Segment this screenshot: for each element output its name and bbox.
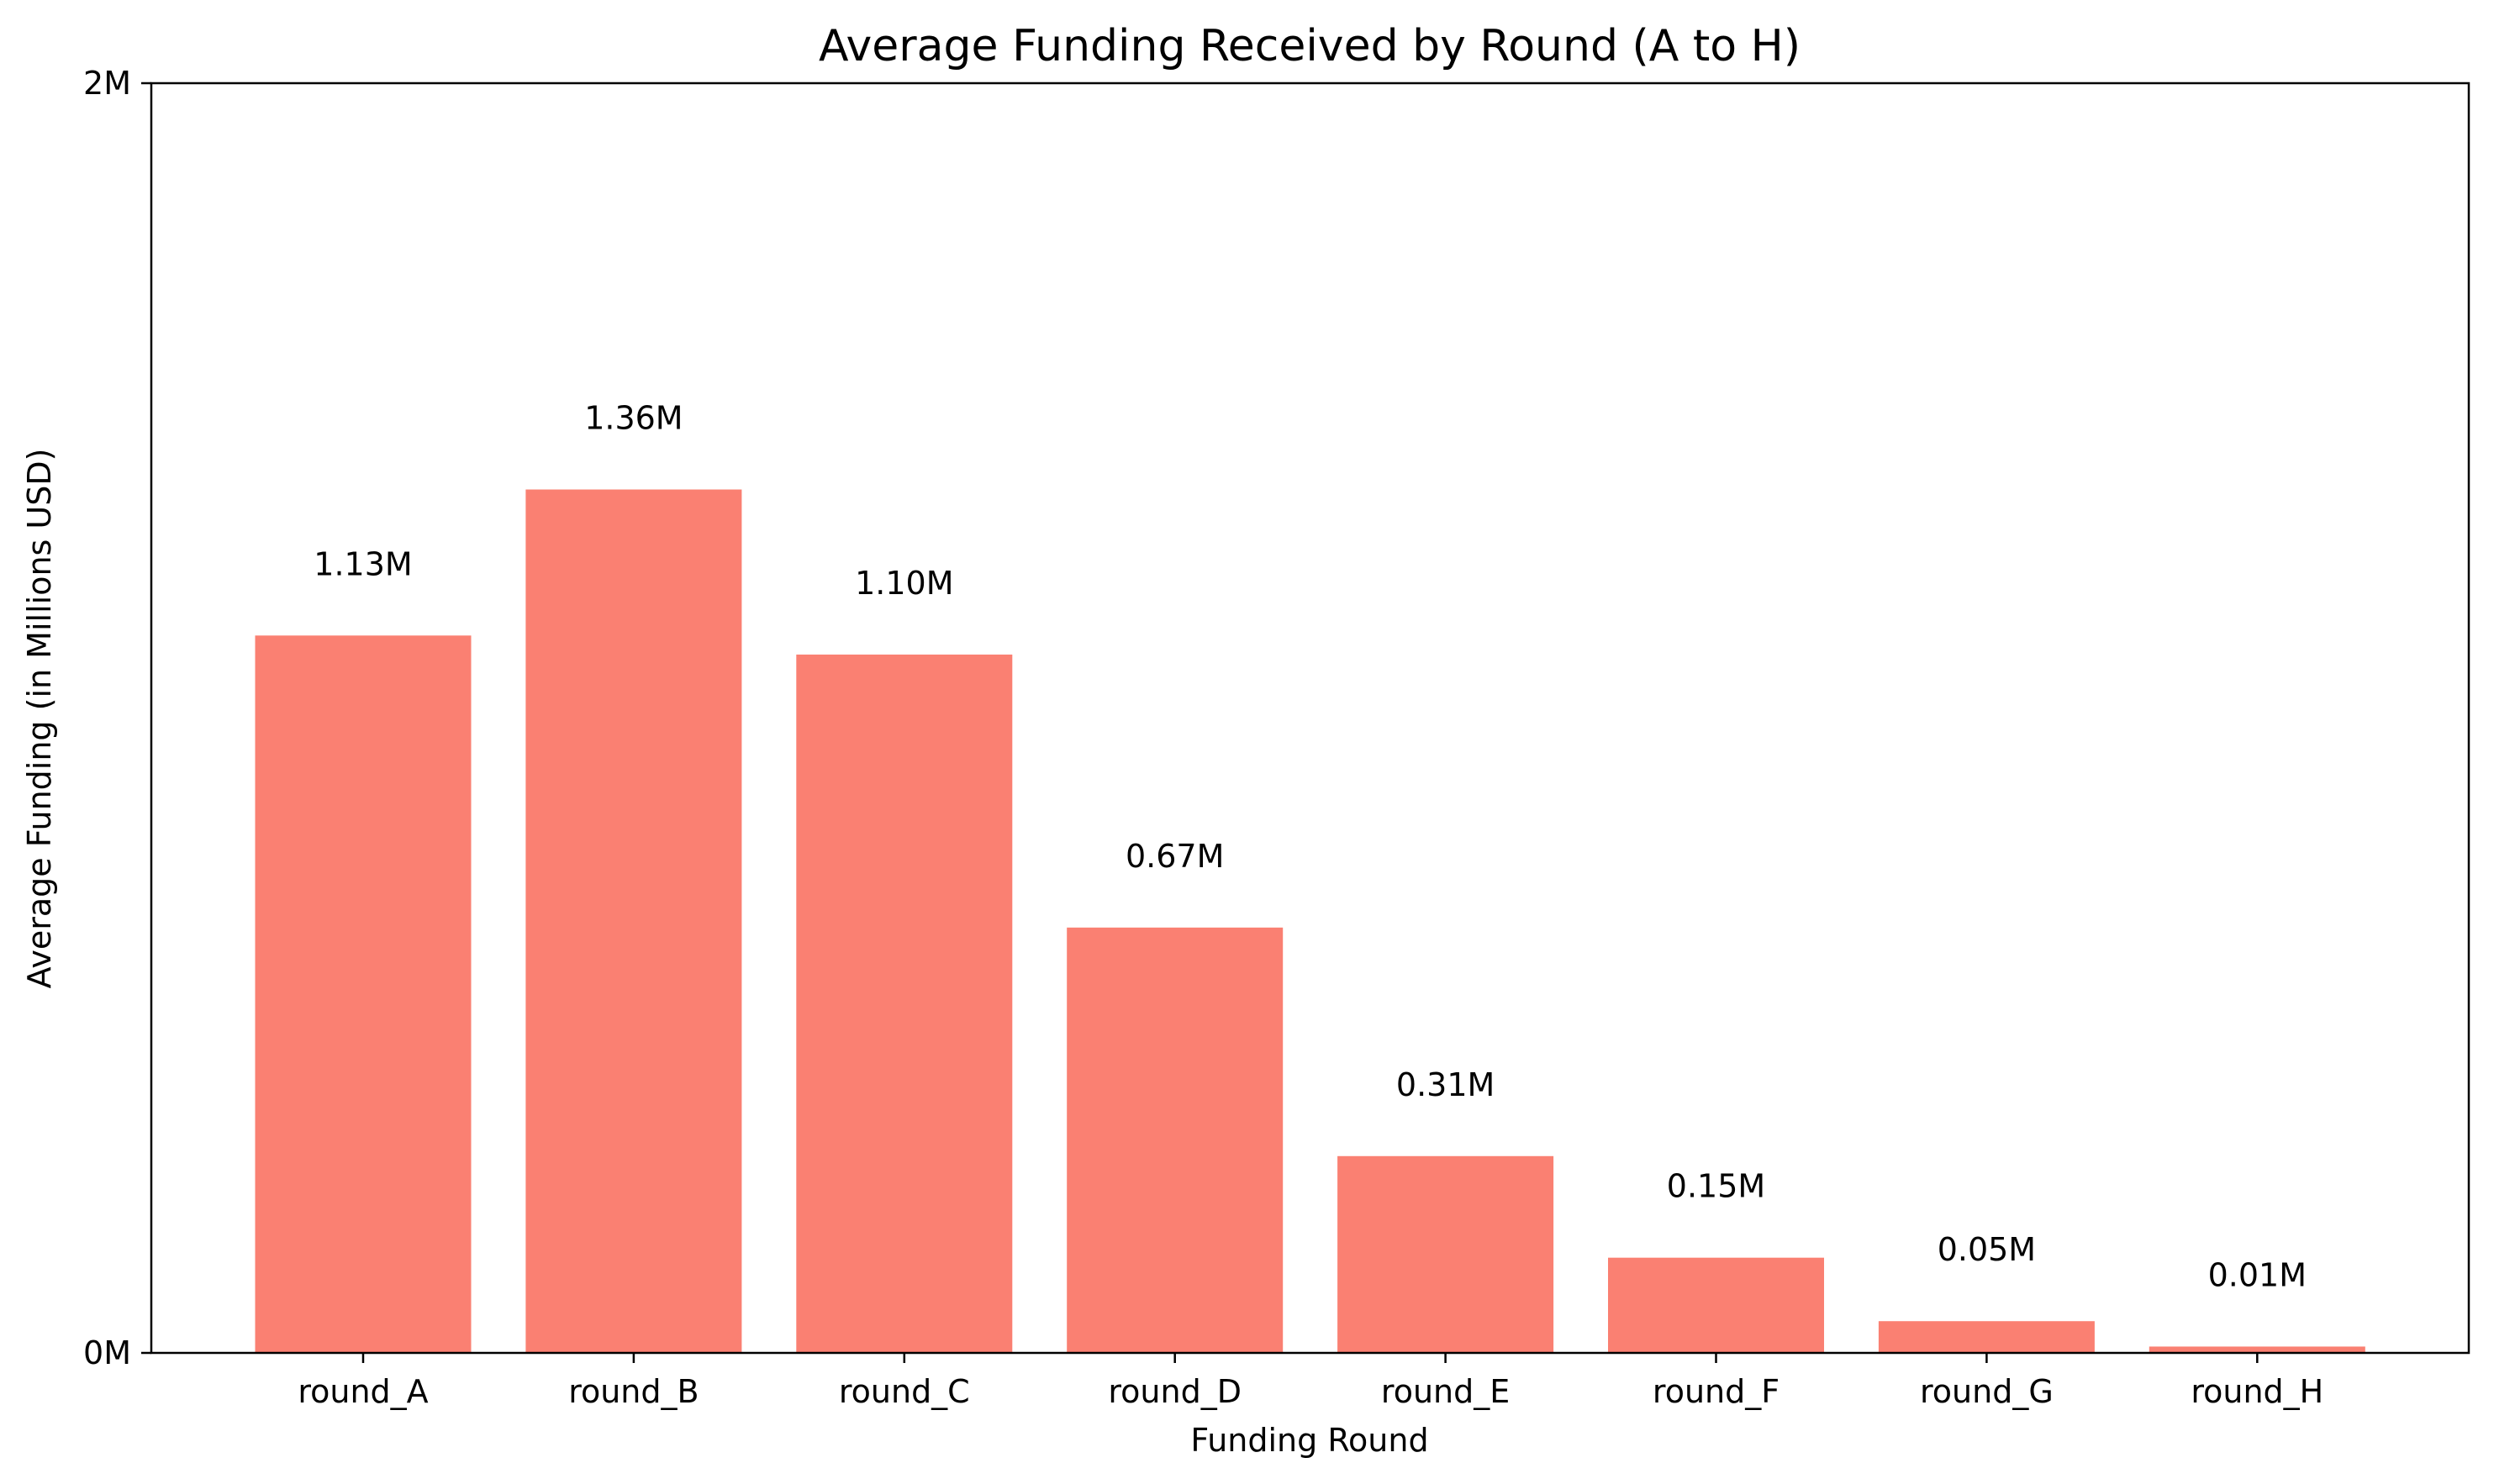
- data-label-round_E: 0.31M: [1396, 1066, 1495, 1103]
- x-axis-label: Funding Round: [1190, 1422, 1428, 1459]
- data-label-round_C: 1.10M: [855, 565, 953, 602]
- data-label-round_B: 1.36M: [584, 400, 683, 437]
- data-labels: 1.13M 1.36M 1.10M 0.67M 0.31M 0.15M 0.05M 0.01M: [314, 400, 2307, 1294]
- data-label-round_G: 0.05M: [1938, 1231, 2036, 1268]
- x-tick-label-round_B: round_B: [568, 1373, 699, 1410]
- bar-round_A: [255, 635, 472, 1353]
- chart-title: Average Funding Received by Round (A to …: [819, 21, 1801, 71]
- x-tick-label-round_F: round_F: [1653, 1373, 1780, 1410]
- x-tick-label-round_D: round_D: [1108, 1373, 1242, 1410]
- bar-round_H: [2149, 1346, 2365, 1353]
- bar-round_C: [796, 654, 1013, 1353]
- data-label-round_F: 0.15M: [1667, 1168, 1765, 1205]
- bar-round_D: [1067, 927, 1284, 1353]
- data-label-round_H: 0.01M: [2208, 1256, 2307, 1293]
- y-tick-label: 0M: [83, 1334, 131, 1371]
- y-axis-ticks: 0M 2M: [83, 65, 151, 1371]
- x-tick-label-round_H: round_H: [2191, 1373, 2323, 1410]
- data-label-round_D: 0.67M: [1126, 838, 1224, 875]
- bars: [255, 489, 2365, 1353]
- x-tick-label-round_C: round_C: [839, 1373, 970, 1410]
- data-label-round_A: 1.13M: [314, 545, 412, 582]
- y-axis-label: Average Funding (in Millions USD): [21, 449, 58, 989]
- x-tick-label-round_E: round_E: [1381, 1373, 1510, 1410]
- bar-round_F: [1608, 1257, 1824, 1353]
- bar-round_G: [1878, 1321, 2095, 1353]
- plot-frame: [150, 82, 2470, 1355]
- y-tick-label: 2M: [83, 65, 131, 102]
- bar-round_B: [525, 489, 742, 1353]
- bar-round_E: [1337, 1155, 1554, 1353]
- x-tick-label-round_G: round_G: [1920, 1373, 2054, 1410]
- x-tick-label-round_A: round_A: [298, 1373, 428, 1410]
- x-axis-ticks: round_A round_B round_C round_D round_E round…: [298, 1353, 2323, 1410]
